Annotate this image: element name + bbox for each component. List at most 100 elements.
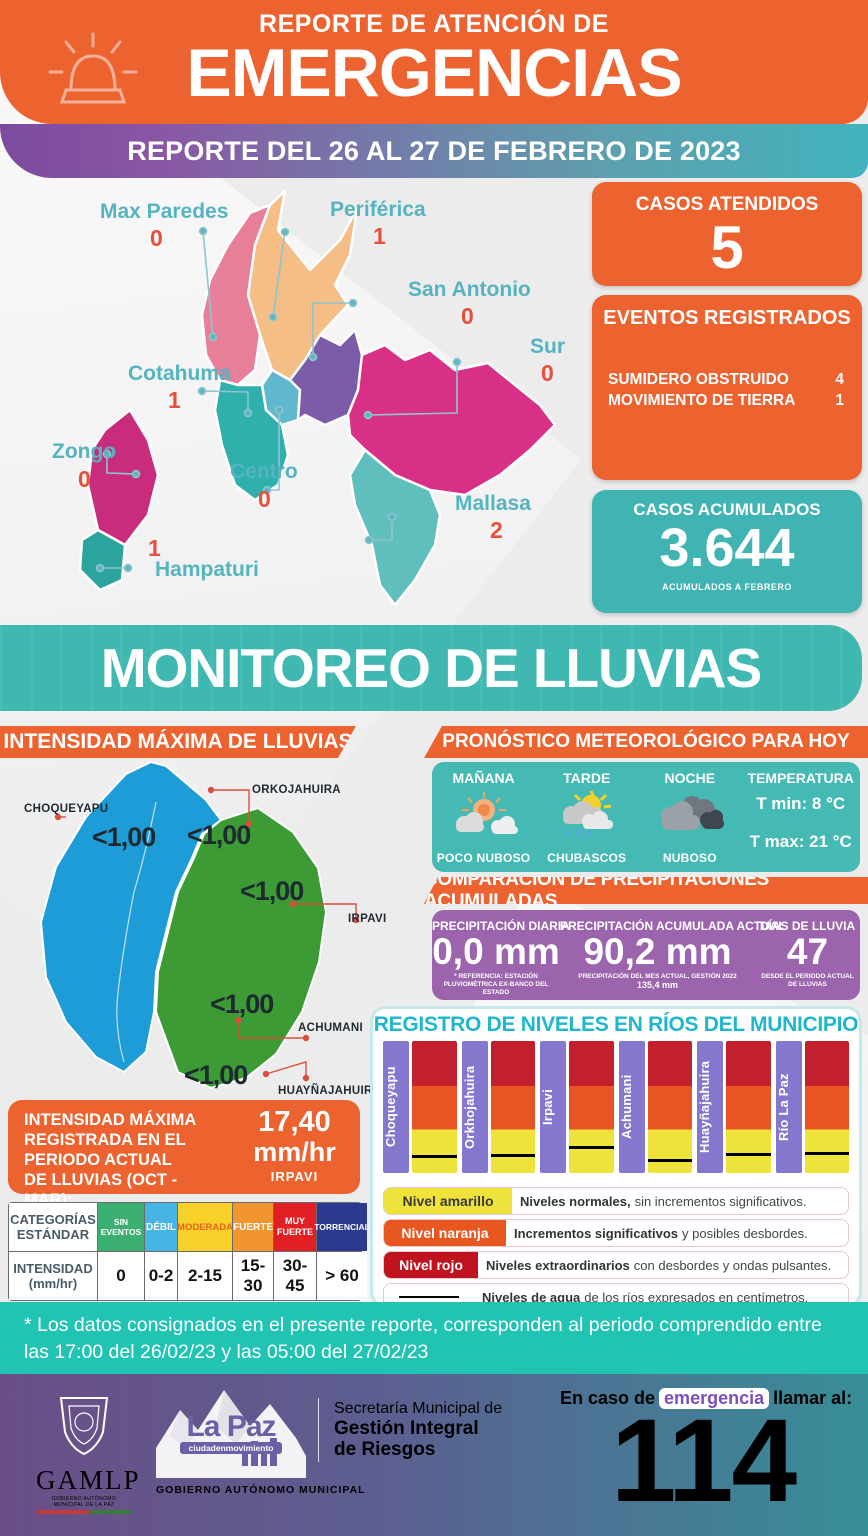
- basin-label-choqueyapu: CHOQUEYAPU: [24, 803, 109, 815]
- categorias-row-header: CATEGORÍAS ESTÁNDAR: [9, 1203, 97, 1251]
- siren-icon: [48, 32, 138, 104]
- legend-chip-rojo: Nivel rojo: [384, 1252, 478, 1278]
- river-legend: Nivel amarillo Niveles normales, sin incr…: [373, 1173, 859, 1311]
- district-cotahuma: [213, 378, 290, 502]
- categoria-sin-eventos: SIN EVENTOS: [98, 1203, 144, 1251]
- river-level-chart: Choqueyapu Orkhojahuira Irpavi Achumani …: [373, 1037, 859, 1173]
- forecast-tarde: TARDE CHUBASCOS: [535, 762, 638, 872]
- temperatura-label: TEMPERATURA: [747, 770, 854, 786]
- evento-label: MOVIMIENTO DE TIERRA: [608, 392, 796, 409]
- categoria-debil: DÉBIL: [145, 1203, 177, 1251]
- basin-label-orkojahuira: ORKOJAHUIRA: [252, 784, 341, 796]
- sun-clouds-icon: [455, 792, 518, 834]
- intensidad-max-label: INTENSIDAD MÁXIMA REGISTRADA EN EL PERIO…: [24, 1111, 197, 1209]
- basin-value-huaynajahuira: <1,00: [184, 1060, 248, 1090]
- intensidad-torrencial: > 60: [317, 1252, 367, 1300]
- emergency-pre: En caso de: [560, 1388, 656, 1408]
- basin-value-achumani: <1,00: [210, 989, 274, 1019]
- basin-value-choqueyapu: <1,00: [92, 822, 156, 852]
- footer-divider: [318, 1398, 319, 1462]
- legend-row-naranja: Nivel naranja Incrementos significativos…: [383, 1219, 849, 1247]
- precip-col-title: PRECIPITACIÓN DIARIA: [432, 919, 570, 933]
- emergency-chip: emergencia: [659, 1388, 770, 1409]
- map-cases-mallasa: 2: [490, 517, 503, 543]
- report-period-note: * Los datos consignados en el presente r…: [24, 1314, 822, 1363]
- map-cases-max-paredes: 0: [150, 225, 163, 251]
- river-bar: [490, 1041, 535, 1173]
- secretaria-line2: Gestión Integral: [334, 1418, 479, 1439]
- intensidad-max-unit: mm/hr: [253, 1137, 336, 1167]
- precip-col-value: 90,2 mm: [583, 931, 732, 972]
- watershed-connectors: [54, 786, 360, 1082]
- intensidad-max-value: 17,40: [258, 1106, 331, 1138]
- precipitaciones-panel: PRECIPITACIÓN DIARIA 0,0 mm * REFERENCIA…: [432, 910, 860, 1000]
- water-level-line: [569, 1146, 614, 1150]
- district-zongo: [86, 408, 160, 547]
- precip-dias-lluvia: DÍAS DE LLUVIA 47 DESDE EL PERIODO ACTUA…: [755, 910, 860, 1000]
- secretaria-block: Secretaría Municipal de Gestión Integral…: [334, 1400, 502, 1460]
- map-cases-cotahuma: 1: [168, 387, 181, 413]
- river-bar: [647, 1041, 692, 1173]
- map-label-periferica: Periférica: [330, 198, 426, 221]
- forecast-period-label: NOCHE: [664, 770, 716, 786]
- report-date-range: REPORTE DEL 26 AL 27 DE FEBRERO DE 2023: [127, 135, 741, 166]
- river-choqueyapu: Choqueyapu: [383, 1041, 457, 1173]
- river-bar: [412, 1041, 457, 1173]
- intensidad-max-station: IRPAVI: [270, 1169, 319, 1184]
- gamlp-ribbon: [36, 1510, 132, 1514]
- basin-choqueyapu: [40, 762, 222, 1073]
- eventos-title: EVENTOS REGISTRADOS: [603, 307, 851, 329]
- categoria-muy-fuerte: MUY FUERTE: [274, 1203, 316, 1251]
- legend-chip-naranja: Nivel naranja: [384, 1220, 506, 1246]
- basin-label-huaynajahuira: HUAYÑAJAHUIRA: [278, 1085, 382, 1097]
- map-label-max-paredes: Max Paredes: [100, 200, 229, 223]
- casos-atendidos-title: CASOS ATENDIDOS: [635, 194, 819, 215]
- basin-label-irpavi: IRPAVI: [348, 913, 387, 925]
- casos-acumulados-card: CASOS ACUMULADOS 3.644 ACUMULADOS A FEBR…: [592, 490, 862, 613]
- intensidad-moderada: 2-15: [178, 1252, 232, 1300]
- map-cases-periferica: 1: [373, 223, 386, 249]
- acumulados-subtitle: ACUMULADOS A FEBRERO: [662, 582, 792, 592]
- basin-value-orkojahuira: <1,00: [187, 820, 251, 850]
- precip-col-title: PRECIPITACIÓN ACUMULADA ACTUAL: [560, 919, 786, 933]
- gamlp-subtitle: GOBIERNO AUTÓNOMO MUNICIPAL DE LA PAZ: [51, 1496, 117, 1508]
- date-bar: REPORTE DEL 26 AL 27 DE FEBRERO DE 2023: [0, 124, 868, 178]
- legend-row-rojo: Nivel rojo Niveles extraordinarios con de…: [383, 1251, 849, 1279]
- map-label-san-antonio: San Antonio: [408, 278, 531, 301]
- lapaz-logo: La Paz ciudadenmovimiento GOBIERNO AUTÓN…: [156, 1386, 365, 1496]
- water-level-line: [412, 1155, 457, 1159]
- evento-label: SUMIDERO OBSTRUIDO: [608, 371, 789, 388]
- precip-col-note: DESDE EL PERIODO ACTUAL DE LLUVIAS: [761, 973, 854, 988]
- evento-row: MOVIMIENTO DE TIERRA 1: [592, 389, 862, 410]
- secretaria-line1: Secretaría Municipal de: [334, 1400, 503, 1417]
- legend-row-linea: Niveles de agua de los ríos expresados en…: [383, 1283, 849, 1311]
- gamlp-crest-icon: [59, 1397, 109, 1456]
- river-name: Achumani: [618, 1041, 645, 1173]
- water-level-line: [804, 1151, 849, 1155]
- map-label-sur: Sur: [530, 335, 566, 358]
- map-cases-zongo: 0: [78, 466, 91, 492]
- emergency-post: llamar al:: [773, 1388, 853, 1408]
- forecast-manana: MAÑANA POCO NUBOSO: [432, 762, 535, 872]
- temperatura-max: T max: 21 °C: [749, 832, 852, 851]
- rios-title: REGISTRO DE NIVELES EN RÍOS DEL MUNICIPI…: [373, 1013, 859, 1036]
- intensidad-max-box: INTENSIDAD MÁXIMA REGISTRADA EN EL PERIO…: [8, 1100, 360, 1209]
- intensidad-sin-eventos: 0: [98, 1252, 144, 1300]
- forecast-temperatura: TEMPERATURA T min: 8 °C T max: 21 °C: [741, 762, 860, 872]
- evento-value: 1: [835, 392, 844, 409]
- forecast-condition: POCO NUBOSO: [436, 851, 531, 865]
- categoria-fuerte: FUERTE: [233, 1203, 273, 1251]
- precipitaciones-header: COMPARACIÓN DE PRECIPITACIONES ACUMULADA…: [424, 877, 868, 904]
- river-orkhojahuira: Orkhojahuira: [461, 1041, 535, 1173]
- secretaria-line3: de Riesgos: [334, 1439, 436, 1460]
- map-label-zongo: Zongo: [52, 440, 117, 463]
- watershed-map: [40, 762, 360, 1089]
- intensidad-fuerte: 15-30: [233, 1252, 273, 1300]
- map-label-mallasa: Mallasa: [455, 492, 531, 515]
- river-huaynajahuira: Huayñajahuira: [697, 1041, 771, 1173]
- map-label-cotahuma: Cotahuma: [128, 362, 231, 385]
- intensidad-max-value-block: 17,40 mm/hr IRPAVI: [229, 1100, 360, 1194]
- precip-col-title: DÍAS DE LLUVIA: [759, 919, 856, 933]
- acumulados-value: 3.644: [659, 518, 795, 578]
- map-cases-san-antonio: 0: [461, 303, 474, 329]
